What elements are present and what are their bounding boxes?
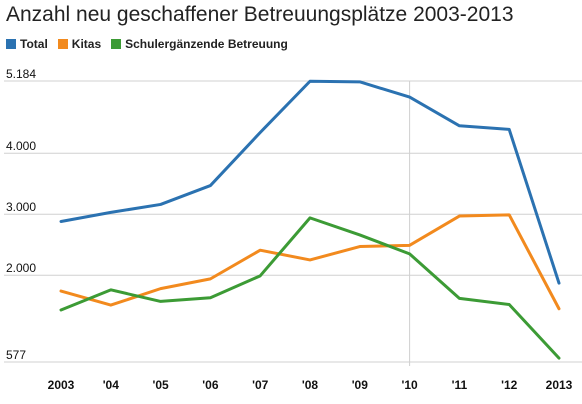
y-tick-label: 577 xyxy=(6,348,26,362)
legend-swatch-schulergaenzende xyxy=(111,39,122,49)
x-tick-label: '08 xyxy=(302,378,319,392)
legend-item-schulergaenzende: Schulergänzende Betreuung xyxy=(111,37,288,51)
legend-item-kitas: Kitas xyxy=(57,37,102,51)
legend-label-total: Total xyxy=(20,37,48,51)
legend-label-kitas: Kitas xyxy=(71,37,102,51)
x-tick-label: 2003 xyxy=(48,378,75,392)
y-tick-label: 5.184 xyxy=(6,67,36,81)
x-tick-label: '11 xyxy=(452,378,468,392)
x-tick-label: '05 xyxy=(152,378,169,392)
x-tick-label: '12 xyxy=(501,378,518,392)
chart-legend: Total Kitas Schulergänzende Betreuung xyxy=(6,37,288,51)
chart-title: Anzahl neu geschaffener Betreuungsplätze… xyxy=(6,3,514,26)
legend-swatch-kitas xyxy=(57,39,68,49)
x-tick-label: '10 xyxy=(401,378,418,392)
y-tick-label: 3.000 xyxy=(6,200,36,214)
series-line-0 xyxy=(59,79,561,285)
x-tick-label: '07 xyxy=(252,378,269,392)
y-tick-label: 2.000 xyxy=(6,261,36,275)
x-tick-label: '09 xyxy=(352,378,369,392)
y-tick-label: 4.000 xyxy=(6,139,36,153)
legend-swatch-total xyxy=(6,39,16,49)
x-tick-label: '06 xyxy=(202,378,219,392)
series-line-2 xyxy=(59,216,561,360)
legend-label-schulergaenzende: Schulergänzende Betreuung xyxy=(125,37,288,51)
series-line-1 xyxy=(59,213,561,311)
legend-item-total: Total xyxy=(6,37,48,51)
x-tick-label: 2013 xyxy=(546,378,573,392)
x-tick-label: '04 xyxy=(103,378,120,392)
